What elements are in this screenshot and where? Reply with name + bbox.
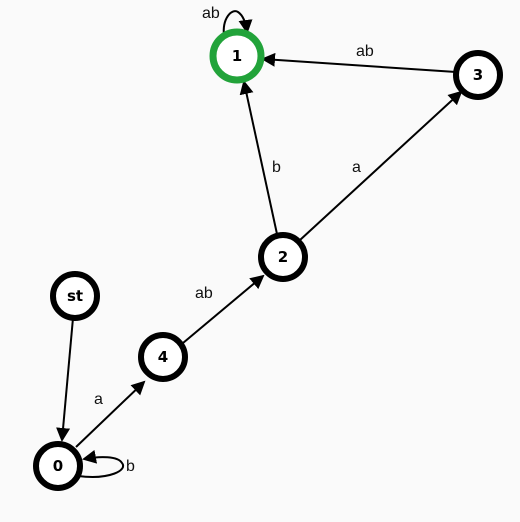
node-0-label: 0 <box>53 457 63 475</box>
edge-st-to-0 <box>56 317 74 442</box>
edge-label-0-to-4: a <box>94 391 103 408</box>
edge-label-4-to-2: ab <box>195 285 213 302</box>
edge-2-to-1 <box>239 80 278 235</box>
node-2-label: 2 <box>278 248 288 266</box>
edge-4-to-2 <box>182 274 265 344</box>
edge-label-0-self: b <box>126 458 135 475</box>
node-st: st <box>50 271 100 321</box>
node-2: 2 <box>258 232 308 282</box>
edge-label-3-to-1: ab <box>356 43 374 60</box>
node-4-label: 4 <box>158 348 168 366</box>
edge-label-1-self: ab <box>202 5 220 22</box>
edge-3-to-1 <box>261 52 457 73</box>
node-1-label: 1 <box>232 47 242 65</box>
node-3: 3 <box>453 50 503 100</box>
edge-0-self-loop <box>77 449 125 478</box>
edge-2-to-3 <box>299 90 463 241</box>
node-4: 4 <box>138 332 188 382</box>
edge-label-2-to-1: b <box>272 159 281 176</box>
edge-0-to-4 <box>75 380 146 448</box>
node-st-label: st <box>67 287 83 305</box>
node-1: 1 <box>209 28 265 84</box>
edge-1-self-loop <box>222 10 253 37</box>
node-0: 0 <box>33 441 83 491</box>
edge-label-2-to-3: a <box>352 159 361 176</box>
node-3-label: 3 <box>473 66 483 84</box>
